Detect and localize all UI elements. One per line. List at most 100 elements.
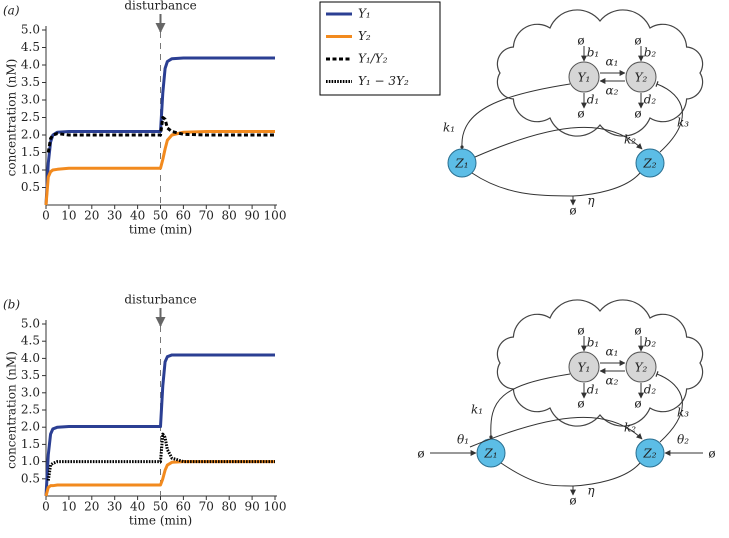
diagram-label: ø [634, 107, 641, 121]
y-tick-label: 5.0 [21, 317, 40, 331]
y-tick-label: 1.0 [21, 163, 40, 177]
y-axis-label: concentration (nM) [5, 351, 19, 469]
diagram-label: b₂ [644, 336, 657, 350]
annihilation [500, 462, 641, 487]
x-tick-label: 70 [199, 209, 214, 223]
x-tick-label: 20 [84, 500, 99, 514]
line-series [46, 432, 275, 481]
diagram-label: b₁ [587, 336, 600, 350]
x-tick-label: 80 [222, 209, 237, 223]
y-tick-label: 4.0 [21, 351, 40, 365]
x-tick-label: 90 [244, 209, 259, 223]
y-tick-label: 1.5 [21, 145, 40, 159]
y-tick-label: 4.0 [21, 58, 40, 72]
controller-node [447, 148, 477, 178]
x-tick-label: 60 [176, 209, 191, 223]
x-tick-label: 40 [130, 209, 145, 223]
line-series [44, 130, 275, 206]
diagram-label: d₁ [587, 93, 600, 107]
diagram-label: ø [577, 107, 584, 121]
diagram-label: Z₁ [483, 447, 497, 461]
x-tick-label: 20 [84, 209, 99, 223]
x-tick-label: 10 [61, 500, 76, 514]
x-axis-label: time (min) [129, 223, 192, 237]
chart: (b) 0.5 1.0 1.5 2.0 2.5 3.0 3.5 4.0 4.5 5.0 0 10 20 30… [3, 293, 286, 528]
x-tick-label: 0 [42, 500, 50, 514]
legend-label: Y₁/Y₂ [358, 52, 388, 66]
x-tick-label: 70 [199, 500, 214, 514]
diagram-label: α₂ [606, 374, 619, 388]
y-tick-label: 4.5 [21, 40, 40, 54]
diagram-label: k₃ [677, 406, 689, 420]
diagram-label: ø [569, 204, 576, 218]
y-tick-label: 3.0 [21, 93, 40, 107]
diagram-label: d₁ [587, 383, 600, 397]
diagram-label: ø [577, 324, 584, 338]
species-node [568, 61, 600, 93]
diagram-label: Y₁ [578, 71, 591, 85]
y-tick-label: 1.0 [21, 454, 40, 468]
diagram-label: ø [577, 397, 584, 411]
diagram-label: Z₂ [642, 447, 656, 461]
y-tick-label: 4.5 [21, 334, 40, 348]
k3-link [655, 80, 683, 153]
panel-label: (b) [3, 298, 20, 312]
y-axis-label: concentration (nM) [5, 59, 19, 177]
diagram-label: α₂ [606, 84, 619, 98]
diagram-label: Y₂ [635, 71, 648, 85]
y-tick-label: 2.0 [21, 420, 40, 434]
diagram-label: ø [417, 447, 424, 461]
controller-node [635, 148, 665, 178]
diagram-label: b₁ [587, 46, 600, 60]
diagram-label: k₂ [624, 133, 636, 147]
y-tick-label: 2.5 [21, 110, 40, 124]
legend-label: Y₁ − 3Y₂ [358, 74, 409, 88]
k1-link [489, 373, 571, 439]
diagram-label: Z₁ [454, 157, 468, 171]
diagram-label: k₃ [677, 116, 689, 130]
x-tick-label: 40 [130, 500, 145, 514]
diagram-label: ø [634, 397, 641, 411]
y-tick-label: 5.0 [21, 23, 40, 37]
diagram-label: b₂ [644, 46, 657, 60]
diagram-label: ø [569, 494, 576, 508]
legend-label: Y₂ [358, 29, 371, 43]
x-tick-label: 30 [107, 209, 122, 223]
x-tick-label: 90 [244, 500, 259, 514]
y-tick-label: 0.5 [21, 471, 40, 485]
y-tick-label: 1.5 [21, 437, 40, 451]
legend: Y₁ Y₂ Y₁/Y₂ Y₁ − 3Y₂ [319, 1, 441, 96]
line-series [44, 56, 275, 206]
x-tick-label: 50 [153, 500, 168, 514]
line-series [44, 460, 275, 497]
x-tick-label: 60 [176, 500, 191, 514]
x-tick-label: 0 [42, 209, 50, 223]
diagram-label: θ₂ [677, 433, 689, 447]
diagram-label: k₁ [443, 121, 455, 135]
x-axis-label: time (min) [129, 514, 192, 528]
annotation: disturbance [124, 0, 196, 13]
line-series [44, 353, 275, 497]
diagram-label: k₁ [471, 403, 483, 417]
y-tick-label: 3.0 [21, 385, 40, 399]
y-tick-label: 2.0 [21, 128, 40, 142]
x-tick-label: 10 [61, 209, 76, 223]
line-series [46, 116, 275, 153]
k2-link [469, 416, 643, 448]
diagram-label: d₂ [644, 93, 657, 107]
diagram-label: ø [708, 447, 715, 461]
y-tick-label: 3.5 [21, 75, 40, 89]
diagram-label: α₁ [606, 345, 619, 359]
x-tick-label: 100 [264, 500, 287, 514]
y-tick-label: 2.5 [21, 403, 40, 417]
y-tick-label: 3.5 [21, 368, 40, 382]
x-tick-label: 30 [107, 500, 122, 514]
diagram-label: d₂ [644, 383, 657, 397]
diagram-label: ø [634, 34, 641, 48]
x-tick-label: 50 [153, 209, 168, 223]
legend-label: Y₁ [358, 7, 371, 21]
diagram-label: ø [634, 324, 641, 338]
diagram-label: θ₁ [457, 433, 469, 447]
